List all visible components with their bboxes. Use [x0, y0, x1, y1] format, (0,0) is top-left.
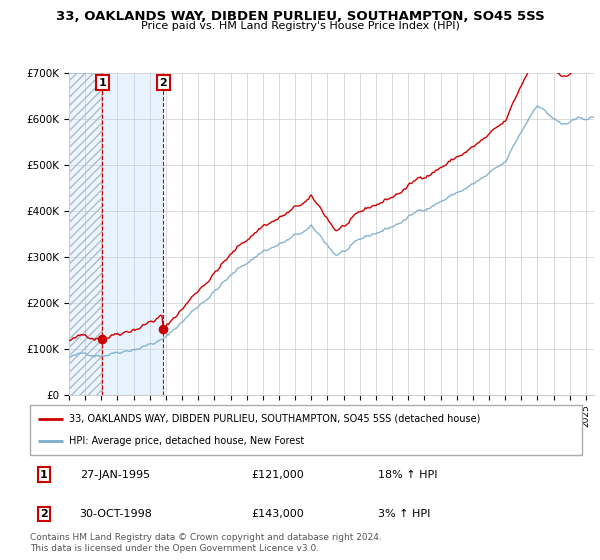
Text: 1: 1 — [98, 78, 106, 87]
Text: 30-OCT-1998: 30-OCT-1998 — [80, 509, 152, 519]
Text: 1: 1 — [40, 470, 47, 479]
Bar — [69, 73, 103, 395]
Text: HPI: Average price, detached house, New Forest: HPI: Average price, detached house, New … — [68, 436, 304, 446]
Text: 18% ↑ HPI: 18% ↑ HPI — [378, 470, 437, 479]
Text: £143,000: £143,000 — [251, 509, 304, 519]
Bar — [103, 73, 163, 395]
Bar — [69, 73, 103, 395]
Text: 33, OAKLANDS WAY, DIBDEN PURLIEU, SOUTHAMPTON, SO45 5SS: 33, OAKLANDS WAY, DIBDEN PURLIEU, SOUTHA… — [56, 10, 544, 23]
Text: 3% ↑ HPI: 3% ↑ HPI — [378, 509, 430, 519]
Text: 27-JAN-1995: 27-JAN-1995 — [80, 470, 150, 479]
Text: 33, OAKLANDS WAY, DIBDEN PURLIEU, SOUTHAMPTON, SO45 5SS (detached house): 33, OAKLANDS WAY, DIBDEN PURLIEU, SOUTHA… — [68, 414, 480, 424]
Text: Price paid vs. HM Land Registry's House Price Index (HPI): Price paid vs. HM Land Registry's House … — [140, 21, 460, 31]
Text: Contains HM Land Registry data © Crown copyright and database right 2024.
This d: Contains HM Land Registry data © Crown c… — [30, 533, 382, 553]
Text: 2: 2 — [40, 509, 47, 519]
Text: 2: 2 — [160, 78, 167, 87]
Text: £121,000: £121,000 — [251, 470, 304, 479]
